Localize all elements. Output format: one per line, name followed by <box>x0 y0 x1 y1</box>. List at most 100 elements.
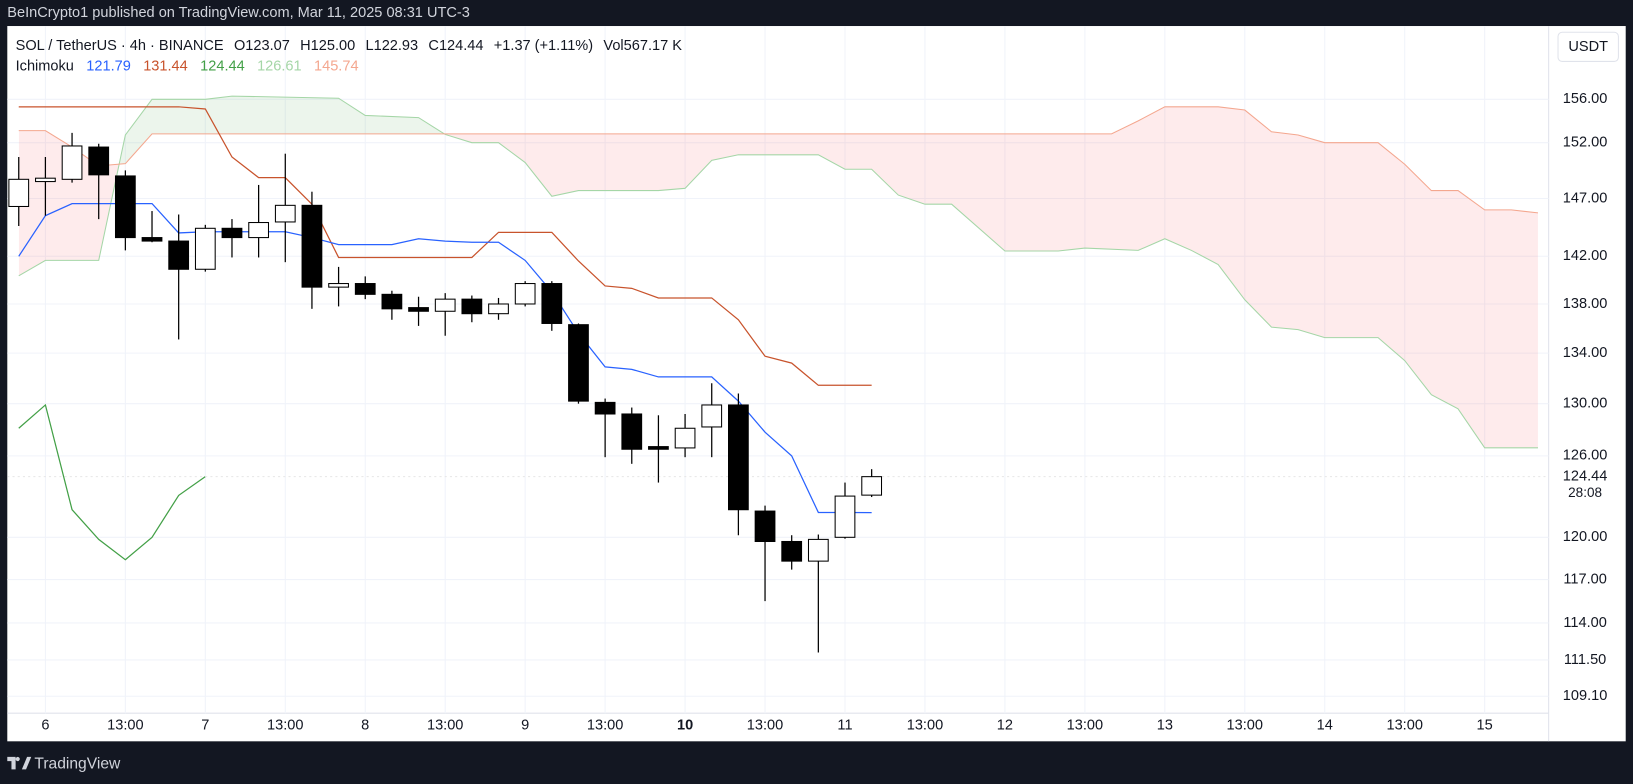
leading-span-a <box>18 95 1538 449</box>
candle-body <box>248 222 270 239</box>
legend-span-b: 145.74 <box>314 58 359 74</box>
footer-brand: TradingView <box>34 755 121 772</box>
legend-base: 131.44 <box>143 58 188 74</box>
footer-logo <box>7 756 32 770</box>
x-tick-label: 13:00 <box>907 718 943 734</box>
candle-body <box>328 283 349 288</box>
cloud-bearish <box>18 106 1538 448</box>
logo-icon <box>7 756 32 770</box>
plot-area <box>7 95 1549 653</box>
candle-body <box>754 510 776 543</box>
candle-body <box>568 324 589 402</box>
y-tick-label: 111.50 <box>1564 652 1606 668</box>
x-tick-label: 13:00 <box>1227 718 1263 734</box>
candle-body <box>168 240 190 270</box>
candles <box>7 132 1549 653</box>
y-tick-label: 117.00 <box>1563 571 1606 587</box>
candle-body <box>594 401 616 415</box>
y-tick-label: 147.00 <box>1563 190 1608 206</box>
legend-lagging: 124.44 <box>200 58 245 74</box>
candle-body <box>861 476 883 496</box>
candle-body <box>221 227 243 239</box>
candle-body <box>674 427 696 449</box>
candle-body <box>621 413 643 450</box>
candle-body <box>35 177 56 183</box>
candle-body <box>541 283 563 324</box>
legend-volume: Vol567.17 K <box>603 38 682 54</box>
base-line <box>18 106 872 386</box>
legend-low: L122.93 <box>365 38 418 54</box>
candle-body <box>434 298 456 312</box>
y-tick-label: 114.00 <box>1563 615 1606 631</box>
x-tick-label: 15 <box>1477 718 1493 734</box>
legend-close: C124.44 <box>428 38 483 54</box>
y-tick-label: 109.10 <box>1563 688 1608 704</box>
legend-change: +1.37 (+1.11%) <box>494 38 593 54</box>
legend-high: H125.00 <box>300 38 355 54</box>
candle-body <box>781 540 803 562</box>
candle-body <box>834 495 856 538</box>
candle-body <box>88 146 110 176</box>
candle-body <box>807 538 829 562</box>
candle-body <box>408 307 429 312</box>
axes: 156.00 152.00 147.00 142.00 138.00 134.00 130.… <box>41 91 1625 734</box>
x-tick-label: 11 <box>837 718 852 734</box>
candle-body <box>701 404 723 428</box>
candle-body <box>381 293 403 310</box>
x-tick-label: 12 <box>997 718 1013 734</box>
lagging-span <box>18 403 206 561</box>
x-tick-label: 13:00 <box>427 718 463 734</box>
x-tick-label: 13:00 <box>1386 718 1422 734</box>
candle-body <box>61 145 83 180</box>
y-tick-label: 152.00 <box>1563 135 1608 151</box>
y-tick-label: 156.00 <box>1563 91 1608 107</box>
y-tick-label: 120.00 <box>1563 529 1608 545</box>
x-tick-label: 13:00 <box>747 718 783 734</box>
candle-body <box>114 175 136 239</box>
y-tick-label: 134.00 <box>1563 345 1608 361</box>
candle-body <box>461 298 483 315</box>
x-tick-label: 13:00 <box>267 718 303 734</box>
currency-button[interactable] <box>1557 31 1619 62</box>
candle-body <box>514 283 536 305</box>
x-tick-label: 8 <box>361 718 369 734</box>
y-tick-label: 142.00 <box>1563 248 1608 264</box>
x-tick-label: 13:00 <box>1067 718 1103 734</box>
candle-body <box>648 446 669 450</box>
candle-body <box>8 178 30 208</box>
x-tick-label: 13:00 <box>587 718 623 734</box>
currency-label[interactable]: USDT <box>1568 39 1608 55</box>
candle-body <box>354 283 376 295</box>
publisher-line: BeInCrypto1 published on TradingView.com… <box>7 5 470 21</box>
x-tick-label: 13:00 <box>107 718 143 734</box>
legend-span-a: 126.61 <box>257 58 302 74</box>
candle-body <box>194 227 216 270</box>
conversion-line <box>18 203 872 514</box>
price-tag-bg <box>1549 466 1625 502</box>
x-tick-label: 13 <box>1157 718 1173 734</box>
x-tick-label: 10 <box>677 718 693 734</box>
candle-body <box>274 204 296 223</box>
x-tick-label: 9 <box>521 718 529 734</box>
grid <box>7 26 1549 714</box>
price-tag: 124.44 <box>1563 468 1608 484</box>
countdown: 28:08 <box>1568 485 1602 500</box>
candle-body <box>488 303 509 315</box>
indicator-name: Ichimoku <box>16 58 74 74</box>
candle-body <box>728 404 749 511</box>
y-tick-label: 138.00 <box>1563 296 1608 312</box>
candle-body <box>141 237 163 242</box>
legend-conversion: 121.79 <box>86 58 131 74</box>
x-tick-label: 14 <box>1317 718 1333 734</box>
symbol: SOL / TetherUS · 4h · BINANCE <box>16 38 224 54</box>
legend-open: O123.07 <box>234 38 290 54</box>
y-tick-label: 130.00 <box>1563 396 1608 412</box>
symbol-legend: SOL / TetherUS · 4h · BINANCE O123.07 H1… <box>16 38 683 54</box>
ichimoku-cloud <box>18 96 1538 448</box>
candle-body <box>301 204 323 288</box>
x-tick-label: 7 <box>201 718 209 734</box>
indicator-legend: Ichimoku 121.79 131.44 124.44 126.61 145… <box>16 58 359 74</box>
y-tick-label: 126.00 <box>1563 448 1608 464</box>
x-tick-label: 6 <box>41 718 49 734</box>
